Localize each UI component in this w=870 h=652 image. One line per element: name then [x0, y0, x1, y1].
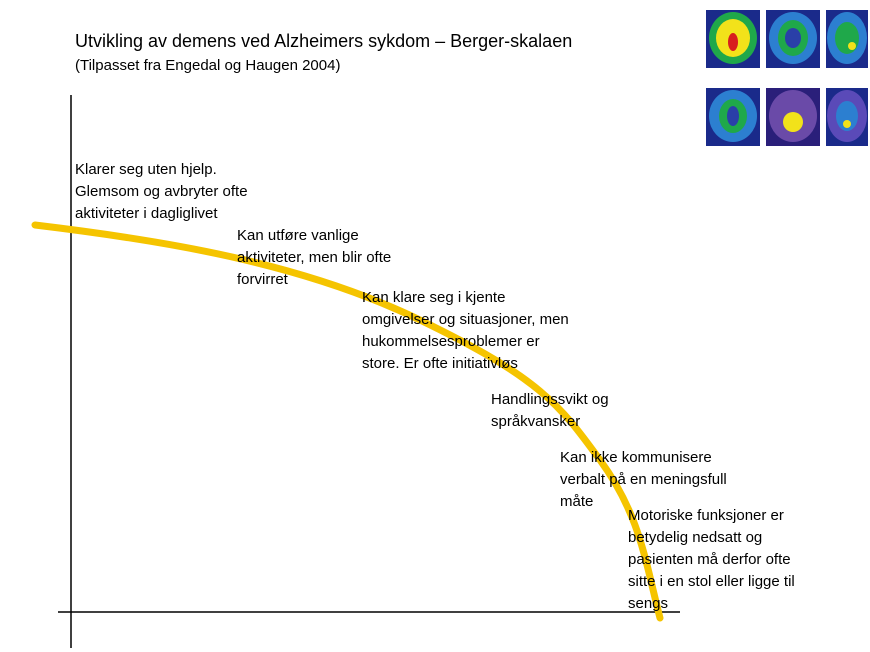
stages: Klarer seg uten hjelp. Glemsom og avbryte…	[75, 161, 795, 612]
stage-text: aktiviteter, men blir ofte	[237, 249, 391, 266]
stage-text: sitte i en stol eller ligge til	[628, 573, 795, 590]
stage-text: store. Er ofte initiativløs	[362, 355, 518, 372]
stage-text: Kan klare seg i kjente	[362, 289, 505, 306]
decline-curve	[31, 221, 664, 622]
stage-text: Klarer seg uten hjelp.	[75, 161, 217, 178]
stage-text: hukommelsesproblemer er	[362, 333, 540, 350]
stage-text: aktiviteter i dagliglivet	[75, 205, 218, 222]
stage-text: betydelig nedsatt og	[628, 529, 762, 546]
scan	[826, 88, 868, 146]
stage-text: Kan ikke kommunisere	[560, 449, 712, 466]
stage-text: Glemsom og avbryter ofte	[75, 183, 248, 200]
scan	[766, 88, 820, 146]
stage-text: språkvansker	[491, 413, 580, 430]
title: Utvikling av demens ved Alzheimers sykdo…	[75, 31, 572, 51]
scan	[706, 10, 760, 68]
stage-text: omgivelser og situasjoner, men	[362, 311, 569, 328]
scan	[826, 10, 868, 68]
brain-scans	[706, 10, 868, 146]
stage-text: forvirret	[237, 271, 289, 288]
stage-text: verbalt på en meningsfull	[560, 471, 727, 488]
subtitle: (Tilpasset fra Engedal og Haugen 2004)	[75, 57, 340, 74]
scan	[766, 10, 820, 68]
stage-text: Handlingssvikt og	[491, 391, 609, 408]
scan	[706, 88, 760, 146]
stage-text: Kan utføre vanlige	[237, 227, 359, 244]
stage-text: pasienten må derfor ofte	[628, 551, 791, 568]
stage-text: sengs	[628, 595, 668, 612]
stage-text: måte	[560, 493, 593, 510]
stage-text: Motoriske funksjoner er	[628, 507, 784, 524]
